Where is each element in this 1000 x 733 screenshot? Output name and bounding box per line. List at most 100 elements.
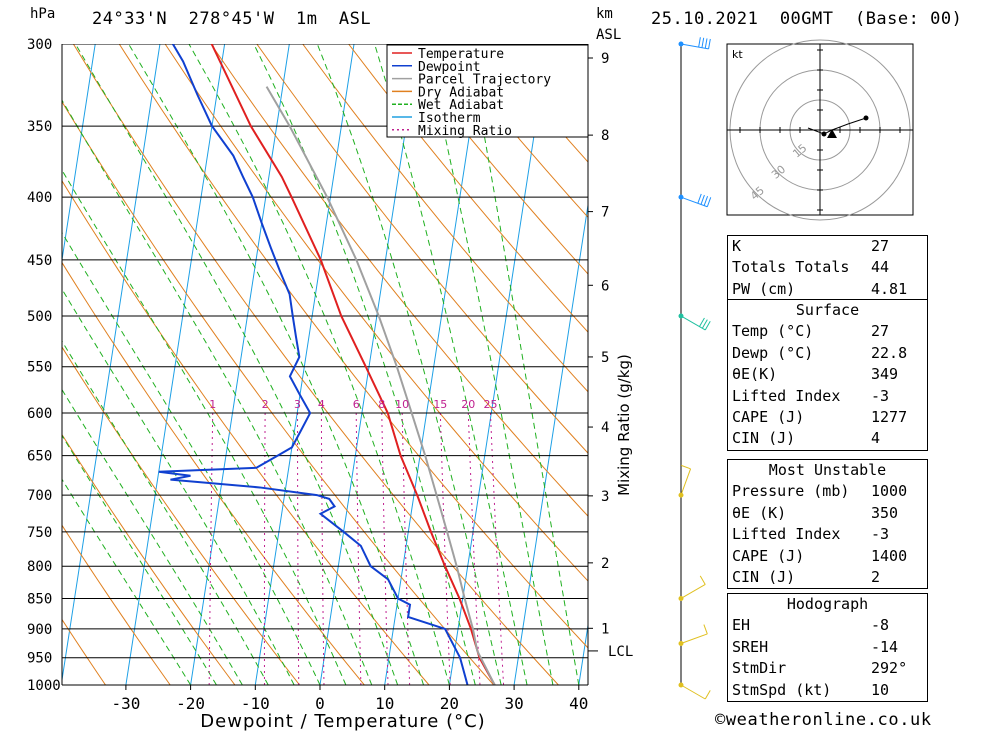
temperature-tick-label: -20 — [176, 694, 205, 713]
dry-adiabat-line — [72, 44, 559, 685]
surface-value: 4 — [871, 429, 881, 448]
surface-value: -3 — [871, 386, 890, 405]
pressure-tick-label: 700 — [27, 488, 52, 504]
most-unstable-value: 1400 — [871, 546, 908, 565]
wet-adiabat-line — [467, 44, 580, 685]
pressure-tick-label: 450 — [27, 253, 52, 269]
height-tick-label: 5 — [601, 350, 609, 366]
height-tick-label: 7 — [601, 205, 609, 221]
dry-adiabat-line — [118, 44, 588, 649]
most-unstable-value: 2 — [871, 567, 881, 586]
surface-panel: Surface Temp (°C) 27 Dewp (°C) 22.8 θE(K) 349… — [727, 299, 928, 451]
surface-row: CIN (J) 4 — [728, 428, 927, 449]
pressure-unit: hPa — [30, 6, 56, 22]
height-tick-label: 1 — [601, 621, 609, 637]
most-unstable-label: Pressure (mb) — [732, 482, 850, 501]
index-value: 44 — [871, 258, 890, 277]
wind-barb-flag — [700, 194, 705, 205]
most-unstable-label: CAPE (J) — [732, 546, 805, 565]
pressure-tick-label: 400 — [27, 190, 52, 206]
wind-barb-flag — [698, 317, 705, 327]
most-unstable-row: Lifted Index -3 — [728, 524, 927, 545]
wet-adiabat-line — [128, 44, 424, 685]
hodograph-row: StmSpd (kt) 10 — [728, 680, 927, 701]
hodograph-value: -14 — [871, 637, 899, 656]
index-row: K 27 — [728, 236, 927, 257]
mixing-ratio-line — [355, 413, 362, 685]
pressure-tick-label: 500 — [27, 309, 52, 325]
surface-title: Surface — [728, 299, 927, 321]
wind-barb-flag — [706, 197, 712, 207]
wet-adiabat-line — [75, 44, 399, 685]
mixing-ratio-label: 15 — [433, 398, 447, 411]
mixing-ratio-label: 2 — [262, 398, 269, 411]
wet-adiabat-line — [62, 340, 269, 685]
indices-panel: K 27 Totals Totals 44 PW (cm) 4.81 — [727, 235, 928, 302]
pressure-tick-label: 1000 — [27, 678, 61, 694]
legend-label: Isotherm — [418, 111, 481, 126]
surface-value: 22.8 — [871, 343, 908, 362]
most-unstable-row: θE (K) 350 — [728, 503, 927, 524]
wind-barb-flag — [701, 319, 708, 329]
mixing-ratio-line — [208, 413, 214, 685]
wind-barb-flag — [701, 37, 705, 48]
index-label: Totals Totals — [732, 258, 850, 277]
wind-barb — [680, 584, 706, 599]
wind-barb-flag — [703, 196, 709, 206]
legend-label: Dry Adiabat — [418, 85, 504, 100]
mixing-ratio-label: 10 — [395, 398, 409, 411]
mixing-ratio-label: 3 — [294, 398, 301, 411]
surface-label: CAPE (J) — [732, 407, 805, 426]
mixing-ratio-line — [263, 413, 266, 685]
most-unstable-title: Most Unstable — [728, 459, 927, 481]
wind-barb-flag — [699, 575, 706, 585]
most-unstable-label: Lifted Index — [732, 525, 841, 544]
hodograph-value: -8 — [871, 616, 890, 635]
surface-row: Temp (°C) 27 — [728, 321, 927, 342]
legend-label: Wet Adiabat — [418, 98, 504, 113]
pressure-tick-label: 950 — [27, 651, 52, 667]
storm-motion-marker — [827, 129, 837, 138]
most-unstable-value: 350 — [871, 503, 899, 522]
index-label: K — [732, 237, 742, 255]
mixing-ratio-line — [401, 413, 411, 685]
location-title: 24°33'N 278°45'W 1m ASL — [92, 9, 372, 29]
surface-label: Dewp (°C) — [732, 343, 814, 362]
parcel-trajectory-curve — [265, 86, 496, 685]
mixing-ratio-label: 1 — [209, 398, 216, 411]
pressure-tick-label: 550 — [27, 360, 52, 376]
copyright-link[interactable]: ©weatheronline.co.uk — [715, 710, 932, 730]
hodograph-value: 10 — [871, 680, 890, 699]
hodograph-row: SREH -14 — [728, 637, 927, 658]
mixing-ratio-label: 6 — [353, 398, 360, 411]
height-unit-asl: ASL — [596, 27, 622, 43]
wind-barb — [680, 684, 706, 700]
wind-barb-flag — [704, 38, 708, 49]
isotherm-line — [62, 44, 96, 264]
surface-value: 27 — [871, 322, 890, 341]
hodograph-label: StmSpd (kt) — [732, 680, 832, 699]
dry-adiabat-line — [348, 44, 588, 333]
pressure-tick-label: 600 — [27, 406, 52, 422]
temperature-tick-label: 30 — [504, 694, 523, 713]
surface-row: Lifted Index -3 — [728, 386, 927, 407]
lcl-label: LCL — [608, 644, 633, 660]
hodograph-point — [863, 115, 869, 121]
temperature-curve — [210, 44, 496, 685]
legend-label: Parcel Trajectory — [418, 73, 551, 88]
most-unstable-row: CAPE (J) 1400 — [728, 546, 927, 567]
wet-adiabat-line — [374, 44, 528, 685]
isotherm-line — [254, 44, 355, 685]
most-unstable-label: θE (K) — [732, 503, 787, 522]
index-row: Totals Totals 44 — [728, 257, 927, 278]
legend-label: Mixing Ratio — [418, 124, 512, 139]
dry-adiabat-line — [62, 618, 106, 685]
hodograph-row: EH -8 — [728, 615, 927, 636]
wind-barb-flag — [708, 38, 711, 49]
height-unit: km — [596, 6, 613, 22]
height-tick-label: 8 — [601, 128, 609, 144]
hodograph-value: 292° — [871, 659, 908, 678]
wind-barb — [680, 43, 709, 50]
datetime-title: 25.10.2021 00GMT (Base: 00) — [651, 9, 963, 29]
temperature-tick-label: -10 — [241, 694, 270, 713]
